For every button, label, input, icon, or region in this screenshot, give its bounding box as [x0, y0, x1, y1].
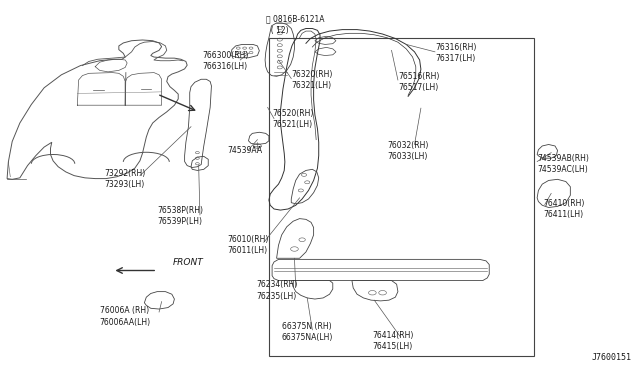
Text: 76316(RH)
76317(LH): 76316(RH) 76317(LH)	[435, 43, 476, 63]
Text: Ⓢ 0816B-6121A
  ( 12): Ⓢ 0816B-6121A ( 12)	[266, 15, 324, 35]
Text: 76320(RH)
76321(LH): 76320(RH) 76321(LH)	[291, 70, 333, 90]
Text: 76414(RH)
76415(LH): 76414(RH) 76415(LH)	[372, 331, 413, 351]
Text: 74539AB(RH)
74539AC(LH): 74539AB(RH) 74539AC(LH)	[537, 154, 589, 174]
Text: 66375N (RH)
66375NA(LH): 66375N (RH) 66375NA(LH)	[282, 323, 333, 343]
Text: 76520(RH)
76521(LH): 76520(RH) 76521(LH)	[272, 109, 314, 129]
Text: 76010(RH)
76011(LH): 76010(RH) 76011(LH)	[227, 235, 269, 255]
Text: 76006A (RH)
76006AA(LH): 76006A (RH) 76006AA(LH)	[100, 307, 151, 327]
Text: FRONT: FRONT	[173, 258, 204, 267]
Text: 76410(RH)
76411(LH): 76410(RH) 76411(LH)	[543, 199, 585, 219]
Text: 76538P(RH)
76539P(LH): 76538P(RH) 76539P(LH)	[157, 206, 203, 227]
Text: J7600151: J7600151	[591, 353, 632, 362]
Text: 73292(RH)
73293(LH): 73292(RH) 73293(LH)	[104, 169, 145, 189]
Text: 74539AA: 74539AA	[227, 146, 262, 155]
Text: 76516(RH)
76517(LH): 76516(RH) 76517(LH)	[398, 72, 439, 92]
Text: 766300(RH)
766316(LH): 766300(RH) 766316(LH)	[202, 51, 248, 71]
Text: 76234(RH)
76235(LH): 76234(RH) 76235(LH)	[256, 280, 298, 301]
Text: 76032(RH)
76033(LH): 76032(RH) 76033(LH)	[387, 141, 428, 161]
